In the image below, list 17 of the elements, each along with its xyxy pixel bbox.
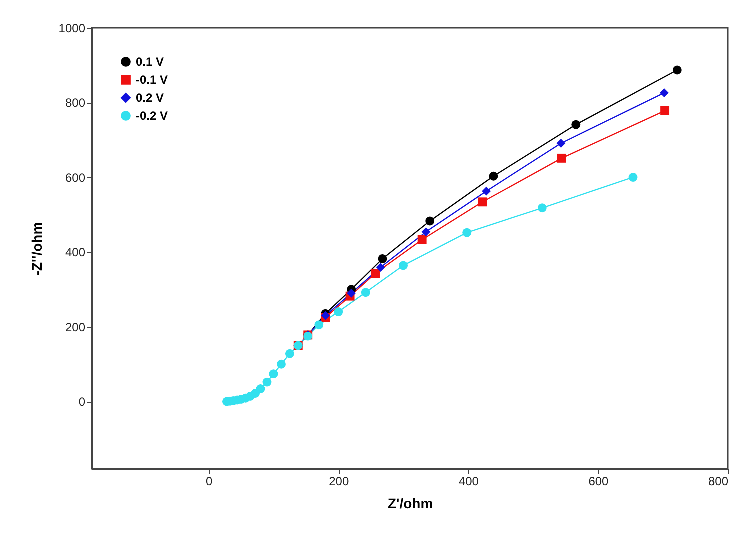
y-tick-label: 400 xyxy=(65,246,86,260)
y-axis-title: -Z''/ohm xyxy=(28,222,45,276)
x-tick-label: 400 xyxy=(458,474,480,488)
y-tick-label: 600 xyxy=(65,170,86,185)
y-tick-label: 200 xyxy=(65,320,86,334)
y-tick-label: 0 xyxy=(78,395,86,410)
x-tick-label: 200 xyxy=(329,474,350,488)
legend-label: -0.1 V xyxy=(136,73,168,87)
legend-label: 0.2 V xyxy=(136,91,164,105)
x-tick-label: 800 xyxy=(708,474,729,488)
legend-label: 0.1 V xyxy=(136,55,164,69)
y-tick-label: 800 xyxy=(65,96,86,110)
legend-label: -0.2 V xyxy=(136,109,168,123)
x-axis-title: Z'/ohm xyxy=(388,496,434,512)
x-tick-label: 600 xyxy=(588,474,610,488)
x-tick-label: 0 xyxy=(206,474,213,488)
y-tick-label: 1000 xyxy=(58,22,86,36)
